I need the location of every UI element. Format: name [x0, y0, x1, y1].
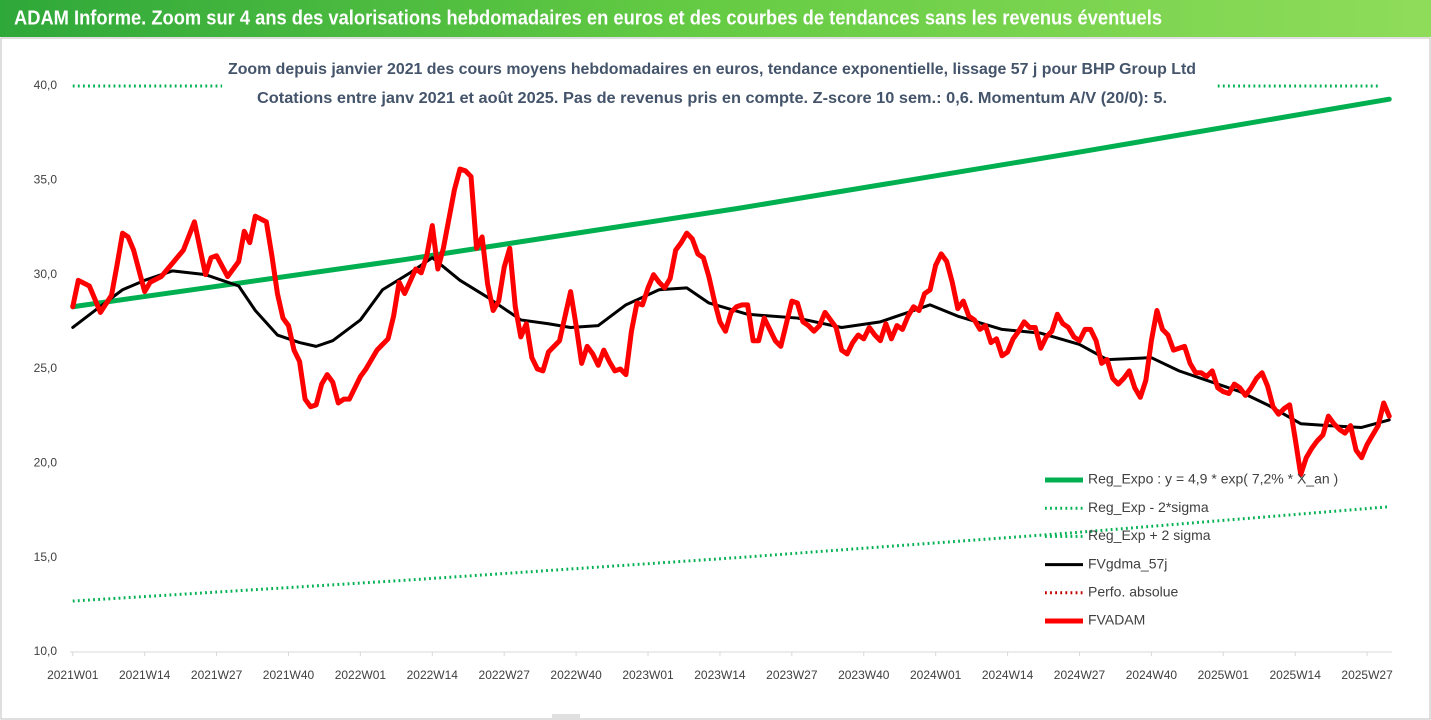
series-line	[70, 166, 1392, 478]
x-tick-label: 2023W27	[766, 668, 818, 682]
legend-label: Perfo. absolue	[1088, 584, 1178, 600]
y-tick-label: 30,0	[34, 267, 58, 281]
y-tick-label: 10,0	[34, 644, 58, 658]
x-tick-label: 2025W14	[1270, 668, 1322, 682]
y-tick-label: 15,0	[34, 550, 58, 564]
x-tick-label: 2022W27	[479, 668, 531, 682]
series-line	[70, 96, 1392, 310]
chart-title: ADAM Informe. Zoom sur 4 ans des valoris…	[14, 7, 1162, 29]
x-tick-label: 2025W01	[1198, 668, 1250, 682]
y-tick-label: 35,0	[34, 173, 58, 187]
x-tick-label: 2024W14	[982, 668, 1034, 682]
legend-label: Reg_Expo : y = 4,9 * exp( 7,2% * X_an )	[1088, 471, 1338, 487]
legend-label: FVADAM	[1088, 612, 1145, 628]
legend-label: Reg_Exp - 2*sigma	[1088, 499, 1209, 515]
x-tick-label: 2021W27	[191, 668, 243, 682]
x-tick-label: 2024W01	[910, 668, 962, 682]
x-tick-label: 2023W40	[838, 668, 890, 682]
subtitle-box	[225, 54, 1200, 114]
x-tick-label: 2021W01	[47, 668, 99, 682]
x-tick-label: 2022W01	[335, 668, 387, 682]
y-tick-label: 25,0	[34, 361, 58, 375]
scroll-handle	[552, 714, 580, 720]
x-tick-label: 2023W01	[622, 668, 674, 682]
y-tick-label: 40,0	[34, 78, 58, 92]
title-bar	[0, 0, 1431, 37]
x-tick-label: 2022W40	[550, 668, 602, 682]
legend-label: Reg_Exp + 2 sigma	[1088, 527, 1211, 543]
subtitle: Zoom depuis janvier 2021 des cours moyen…	[228, 61, 1196, 78]
x-tick-label: 2022W14	[407, 668, 459, 682]
legend-label: FVgdma_57j	[1088, 555, 1167, 571]
x-tick-label: 2021W40	[263, 668, 315, 682]
x-tick-label: 2023W14	[694, 668, 746, 682]
x-tick-label: 2025W27	[1341, 668, 1393, 682]
x-tick-label: 2024W27	[1054, 668, 1106, 682]
x-tick-label: 2021W14	[119, 668, 171, 682]
x-tick-label: 2024W40	[1126, 668, 1178, 682]
y-tick-label: 20,0	[34, 456, 58, 470]
subtitle: Cotations entre janv 2021 et août 2025. …	[257, 90, 1167, 107]
plot-frame	[0, 37, 1431, 720]
